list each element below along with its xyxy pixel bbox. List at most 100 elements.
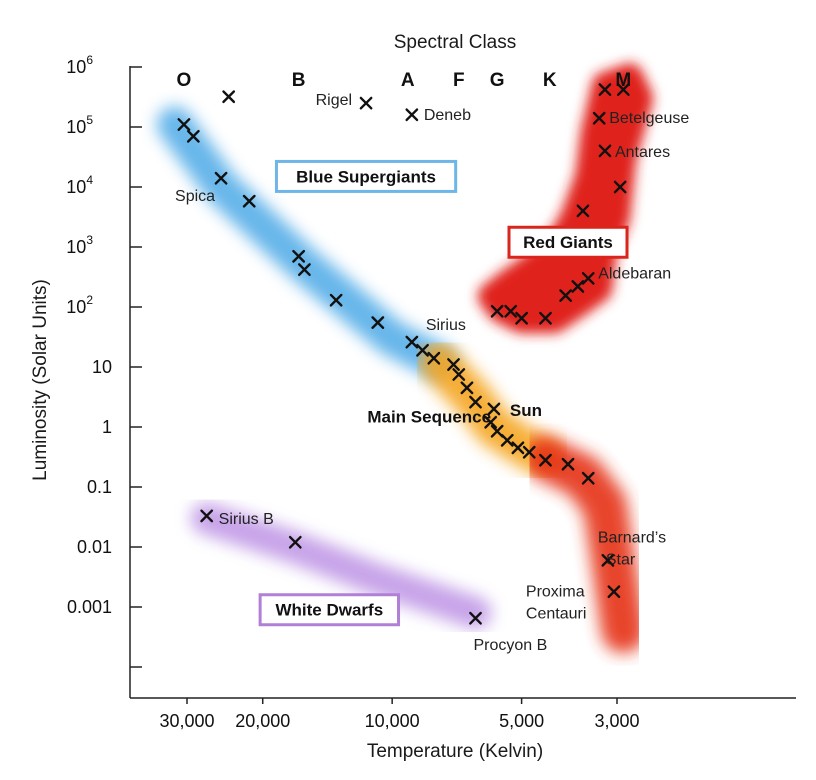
star-point bbox=[598, 83, 612, 97]
x-tick-label: 20,000 bbox=[235, 711, 290, 731]
star-marker bbox=[511, 441, 525, 455]
red-giants-label-box bbox=[507, 225, 629, 259]
red-giants-label: Red Giants bbox=[507, 225, 629, 259]
star-point bbox=[511, 441, 525, 455]
star-label: Rigel bbox=[316, 92, 352, 109]
star-point bbox=[292, 249, 306, 263]
star-marker bbox=[447, 358, 460, 371]
region-labels: Blue Supergiants Red Giants Main Sequence W… bbox=[258, 159, 629, 627]
star-point bbox=[559, 289, 573, 302]
star-point bbox=[500, 433, 514, 447]
star-marker bbox=[186, 129, 200, 143]
star-label: Sirius bbox=[426, 317, 466, 334]
axes bbox=[129, 66, 796, 699]
y-tick-label: 0.001 bbox=[67, 597, 112, 617]
main-sequence-label: Main Sequence bbox=[367, 407, 491, 426]
y-tick-label: 103 bbox=[66, 233, 93, 257]
star-marker bbox=[371, 316, 385, 329]
star-aldebaran: Aldebaran bbox=[581, 265, 671, 285]
star-point bbox=[469, 395, 482, 409]
star-sirius-b: Sirius B bbox=[200, 509, 274, 528]
star-point bbox=[515, 311, 529, 325]
spectral-class-a: A bbox=[401, 70, 415, 91]
star-label: Barnard’s bbox=[598, 529, 666, 546]
star-marker bbox=[592, 111, 606, 125]
star-label-line2: Star bbox=[606, 551, 636, 568]
star-point bbox=[186, 129, 200, 143]
star-marker bbox=[460, 381, 474, 395]
star-marker bbox=[616, 83, 630, 97]
y-tick-label: 106 bbox=[66, 53, 93, 77]
star-point bbox=[427, 351, 441, 365]
x-axis-title: Temperature (Kelvin) bbox=[367, 741, 543, 762]
star-point bbox=[504, 304, 518, 318]
star-marker bbox=[581, 271, 595, 285]
star-point bbox=[571, 280, 585, 293]
white-dwarfs-band bbox=[190, 502, 492, 629]
star-label: Aldebaran bbox=[598, 265, 671, 282]
star-label: Sirius B bbox=[219, 511, 274, 528]
star-marker bbox=[598, 83, 612, 97]
y-tick-label: 105 bbox=[66, 113, 93, 137]
star-label: Betelgeuse bbox=[609, 110, 689, 127]
star-marker bbox=[469, 395, 482, 409]
star-point bbox=[416, 343, 429, 357]
blue-supergiants-label-box bbox=[274, 159, 458, 193]
star-proxima: Proxima Centauri bbox=[526, 584, 621, 623]
red-giants-band bbox=[477, 63, 654, 334]
x-tick-label: 30,000 bbox=[159, 711, 214, 731]
star-point bbox=[452, 368, 466, 381]
star-point bbox=[484, 415, 498, 429]
y-tick-label: 0.1 bbox=[87, 477, 112, 497]
spectral-class-o: O bbox=[177, 70, 192, 91]
star-marker bbox=[288, 535, 302, 549]
star-spica: Spica bbox=[175, 171, 228, 205]
x-tick-label: 10,000 bbox=[365, 711, 420, 731]
star-marker bbox=[490, 304, 504, 318]
star-marker bbox=[581, 471, 595, 485]
star-marker bbox=[515, 311, 529, 325]
star-point bbox=[490, 424, 504, 438]
y-tick-label: 0.01 bbox=[77, 537, 112, 557]
star-marker bbox=[405, 108, 419, 122]
star-marker bbox=[500, 433, 514, 447]
star-rigel: Rigel bbox=[316, 92, 373, 110]
color-bands bbox=[156, 63, 654, 653]
star-procyon-b: Procyon B bbox=[469, 611, 547, 654]
star-betelgeuse: Betelgeuse bbox=[592, 110, 689, 127]
star-marker bbox=[469, 611, 482, 625]
star-label-line2: Centauri bbox=[526, 606, 586, 623]
star-marker bbox=[200, 509, 214, 523]
star-marker bbox=[522, 445, 536, 459]
star-label: Sun bbox=[510, 401, 542, 420]
star-sun: Sun bbox=[487, 401, 542, 420]
y-tick-label: 104 bbox=[66, 173, 93, 197]
star-label: Deneb bbox=[424, 107, 471, 124]
star-marker bbox=[405, 335, 419, 349]
star-point bbox=[288, 535, 302, 549]
star-label: Spica bbox=[175, 188, 215, 205]
spectral-class-g: G bbox=[490, 70, 505, 91]
star-marker bbox=[484, 415, 498, 429]
star-antares: Antares bbox=[598, 144, 670, 161]
star-marker bbox=[561, 457, 575, 471]
blue-supergiants-label: Blue Supergiants bbox=[274, 159, 458, 193]
star-marker bbox=[490, 424, 504, 438]
star-marker bbox=[177, 118, 191, 131]
star-point bbox=[490, 304, 504, 318]
white-dwarfs-label-text: White Dwarfs bbox=[275, 601, 383, 620]
star-label: Proxima bbox=[526, 584, 585, 601]
star-point bbox=[371, 316, 385, 329]
star-marker bbox=[613, 180, 627, 194]
star-point bbox=[613, 180, 627, 194]
main-sequence-label-text: Main Sequence bbox=[367, 407, 491, 426]
white-dwarfs-label-box bbox=[258, 593, 401, 627]
star-point bbox=[581, 471, 595, 485]
star-point bbox=[297, 263, 311, 277]
y-tick-label: 102 bbox=[66, 293, 93, 317]
blue-supergiants-label-text: Blue Supergiants bbox=[296, 167, 436, 186]
star-point bbox=[177, 118, 191, 131]
star-marker bbox=[607, 585, 621, 599]
spectral-class-f: F bbox=[453, 70, 465, 91]
